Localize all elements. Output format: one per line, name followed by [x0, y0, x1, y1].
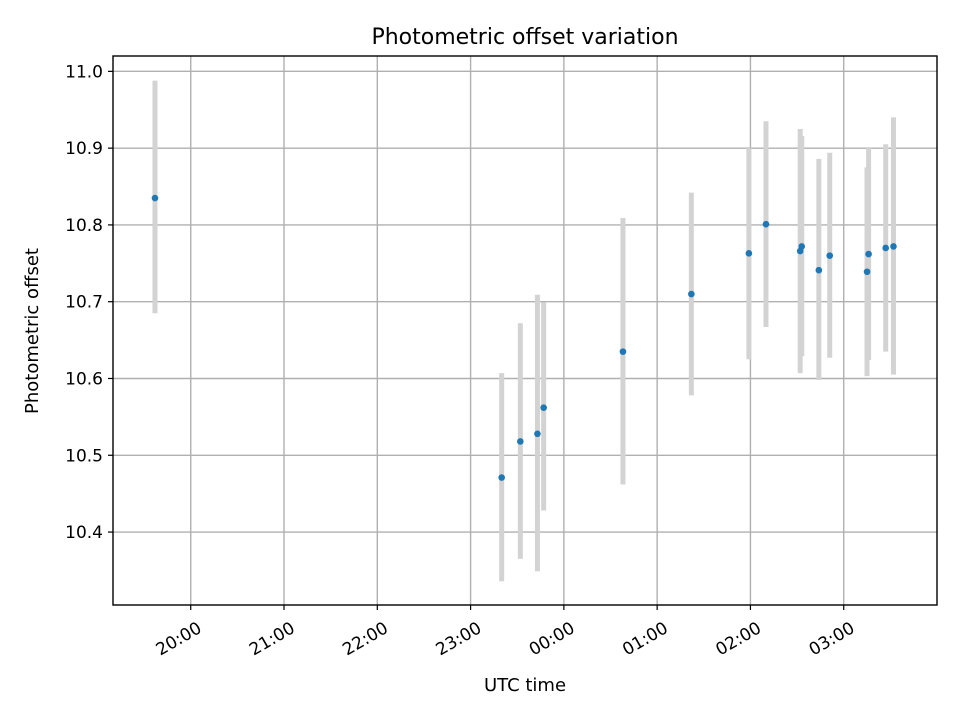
- x-axis-label: UTC time: [484, 675, 566, 696]
- x-tick-label: 01:00: [619, 618, 671, 660]
- y-axis-label: Photometric offset: [22, 248, 43, 414]
- y-tick-label: 10.8: [65, 216, 103, 236]
- y-tick-label: 10.9: [65, 139, 103, 159]
- data-point: [619, 348, 627, 355]
- x-tick-label: 03:00: [806, 618, 858, 660]
- data-point: [762, 220, 770, 228]
- chart-title: Photometric offset variation: [371, 25, 678, 50]
- data-point: [540, 404, 547, 411]
- data-point: [151, 194, 159, 202]
- data-point: [517, 438, 524, 445]
- grid: [113, 56, 937, 605]
- x-tick-label: 21:00: [246, 618, 298, 660]
- data-point: [534, 430, 541, 438]
- data-point: [498, 474, 505, 481]
- data-point: [890, 243, 897, 250]
- data-point: [865, 250, 872, 258]
- plot-frame: [112, 55, 938, 606]
- data-point: [798, 243, 806, 250]
- x-tick-label: 22:00: [339, 618, 391, 660]
- data-point: [815, 266, 823, 274]
- x-tick-label: 02:00: [712, 618, 764, 660]
- x-tick-label: 20:00: [153, 618, 205, 660]
- error-bars: [152, 80, 896, 582]
- axis-ticks: 20:00 21:00 22:00 23:00 00:00 01:00 02:00 03:00…: [65, 62, 858, 660]
- y-tick-label: 10.7: [65, 293, 103, 313]
- y-tick-label: 10.6: [65, 369, 103, 389]
- x-tick-label: 23:00: [433, 618, 485, 660]
- data-point: [863, 268, 871, 276]
- y-tick-label: 10.4: [65, 523, 103, 543]
- y-tick-label: 11.0: [65, 62, 103, 82]
- data-point: [745, 250, 753, 257]
- data-points: [151, 194, 897, 481]
- x-tick-label: 00:00: [526, 618, 578, 660]
- data-point: [688, 290, 695, 298]
- data-point: [826, 252, 834, 259]
- data-point: [882, 244, 889, 252]
- y-tick-label: 10.5: [65, 446, 103, 466]
